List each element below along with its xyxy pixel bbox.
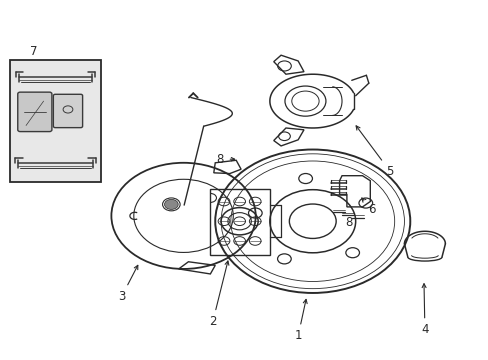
- Polygon shape: [273, 55, 304, 74]
- Polygon shape: [339, 176, 369, 207]
- Circle shape: [164, 199, 178, 210]
- Text: 1: 1: [294, 300, 306, 342]
- Polygon shape: [178, 262, 215, 274]
- Polygon shape: [210, 189, 269, 255]
- FancyBboxPatch shape: [18, 92, 52, 132]
- Text: 7: 7: [30, 45, 38, 58]
- Text: 8: 8: [345, 216, 352, 229]
- Text: 5: 5: [355, 126, 393, 177]
- Text: 6: 6: [361, 198, 375, 216]
- Polygon shape: [213, 160, 241, 174]
- Text: 2: 2: [209, 261, 228, 328]
- Text: 4: 4: [420, 284, 428, 336]
- Polygon shape: [273, 128, 304, 146]
- FancyBboxPatch shape: [53, 94, 82, 128]
- FancyBboxPatch shape: [10, 60, 101, 182]
- Text: 3: 3: [118, 265, 138, 303]
- Text: 8: 8: [216, 153, 224, 166]
